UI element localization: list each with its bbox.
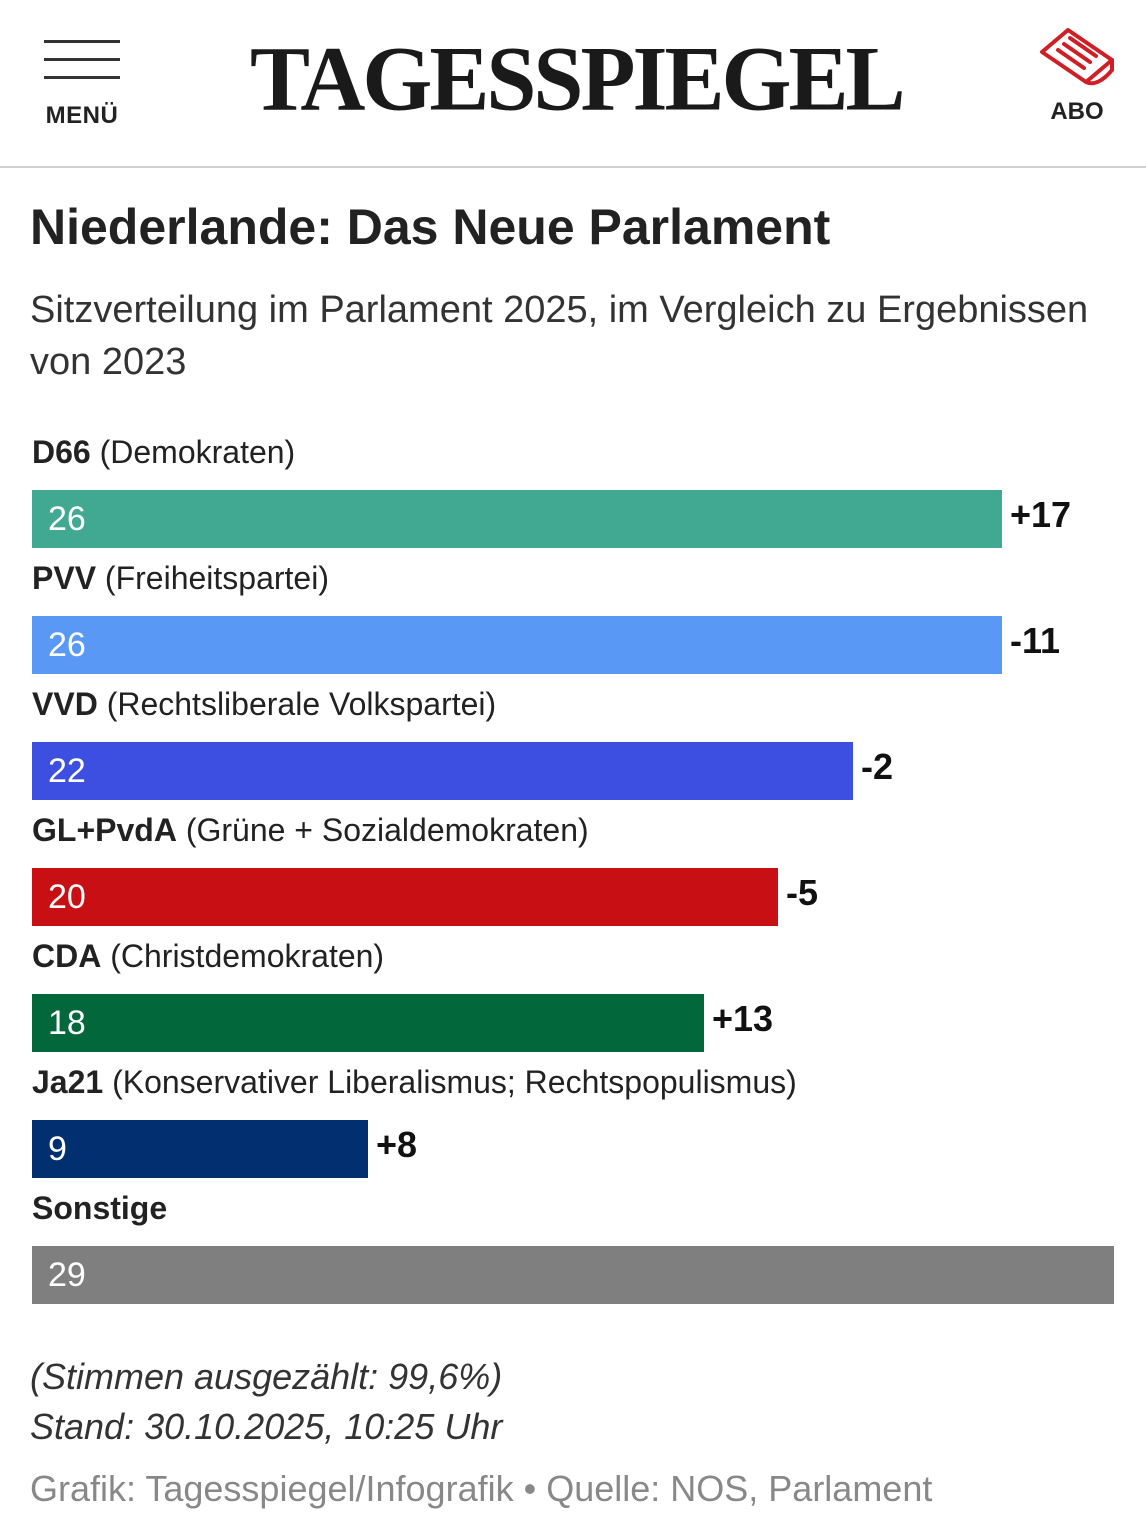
party-description: (Freiheitspartei) <box>96 560 329 596</box>
party-name: D66 <box>32 434 91 470</box>
seat-bar: 18 <box>32 994 704 1052</box>
seat-change: -2 <box>861 746 894 787</box>
hamburger-icon-line <box>44 58 120 61</box>
chart-title: Niederlande: Das Neue Parlament <box>30 199 831 255</box>
party-name: GL+PvdA <box>32 812 177 848</box>
stand-note: Stand: 30.10.2025, 10:25 Uhr <box>30 1406 503 1447</box>
party-label: Sonstige <box>32 1190 167 1227</box>
party-description: (Christdemokraten) <box>101 938 385 974</box>
seat-count: 9 <box>48 1130 67 1168</box>
party-description: (Rechtsliberale Volkspartei) <box>97 686 497 722</box>
party-description: (Grüne + Sozialdemokraten) <box>176 812 589 848</box>
seat-bar: 26 <box>32 616 1002 674</box>
site-logo[interactable]: TAGESSPIEGEL <box>250 29 906 130</box>
party-name: Ja21 <box>32 1064 104 1100</box>
hamburger-icon <box>44 40 120 43</box>
party-label: Ja21 (Konservativer Liberalismus; Rechts… <box>32 1064 797 1101</box>
party-label: GL+PvdA (Grüne + Sozialdemokraten) <box>32 812 589 849</box>
seat-bar: 20 <box>32 868 778 926</box>
seat-change: -5 <box>786 872 819 913</box>
seat-bar: 26 <box>32 490 1002 548</box>
seat-count: 18 <box>48 1004 86 1042</box>
seat-change: +17 <box>1010 494 1072 535</box>
seat-bar: 22 <box>32 742 853 800</box>
party-description: (Demokraten) <box>90 434 296 470</box>
party-name: VVD <box>32 686 98 722</box>
menu-label: MENÜ <box>45 102 119 129</box>
seat-count: 29 <box>48 1256 86 1294</box>
chart-subtitle: Sitzverteilung im Parlament 2025, im Ver… <box>30 289 1089 383</box>
seat-count: 22 <box>48 752 86 790</box>
seat-count: 20 <box>48 878 86 916</box>
seat-bar: 29 <box>32 1246 1114 1304</box>
party-label: CDA (Christdemokraten) <box>32 938 384 975</box>
source-note: Grafik: Tagesspiegel/Infografik • Quelle… <box>30 1468 933 1509</box>
seat-change: +13 <box>712 998 774 1039</box>
party-description: (Konservativer Liberalismus; Rechtspopul… <box>103 1064 797 1100</box>
party-name: Sonstige <box>32 1190 168 1226</box>
party-name: PVV <box>32 560 97 596</box>
seat-change: -11 <box>1010 620 1061 661</box>
seat-change: +8 <box>376 1124 418 1165</box>
newspaper-icon <box>1040 28 1114 86</box>
counted-note: (Stimmen ausgezählt: 99,6%) <box>30 1356 503 1397</box>
site-header: MENÜ TAGESSPIEGEL ABO <box>0 0 1146 168</box>
party-name: CDA <box>32 938 102 974</box>
seat-bar: 9 <box>32 1120 368 1178</box>
seat-count: 26 <box>48 500 86 538</box>
abo-button[interactable]: ABO <box>1032 24 1122 134</box>
hamburger-icon-line <box>44 76 120 79</box>
party-label: D66 (Demokraten) <box>32 434 295 471</box>
party-label: PVV (Freiheitspartei) <box>32 560 329 597</box>
party-label: VVD (Rechtsliberale Volkspartei) <box>32 686 496 723</box>
menu-button[interactable]: MENÜ <box>40 36 124 136</box>
abo-label: ABO <box>1050 98 1104 125</box>
seat-count: 26 <box>48 626 86 664</box>
bar-chart: D66 (Demokraten) 26 +17 PVV (Freiheitsparte… <box>0 420 1146 1320</box>
